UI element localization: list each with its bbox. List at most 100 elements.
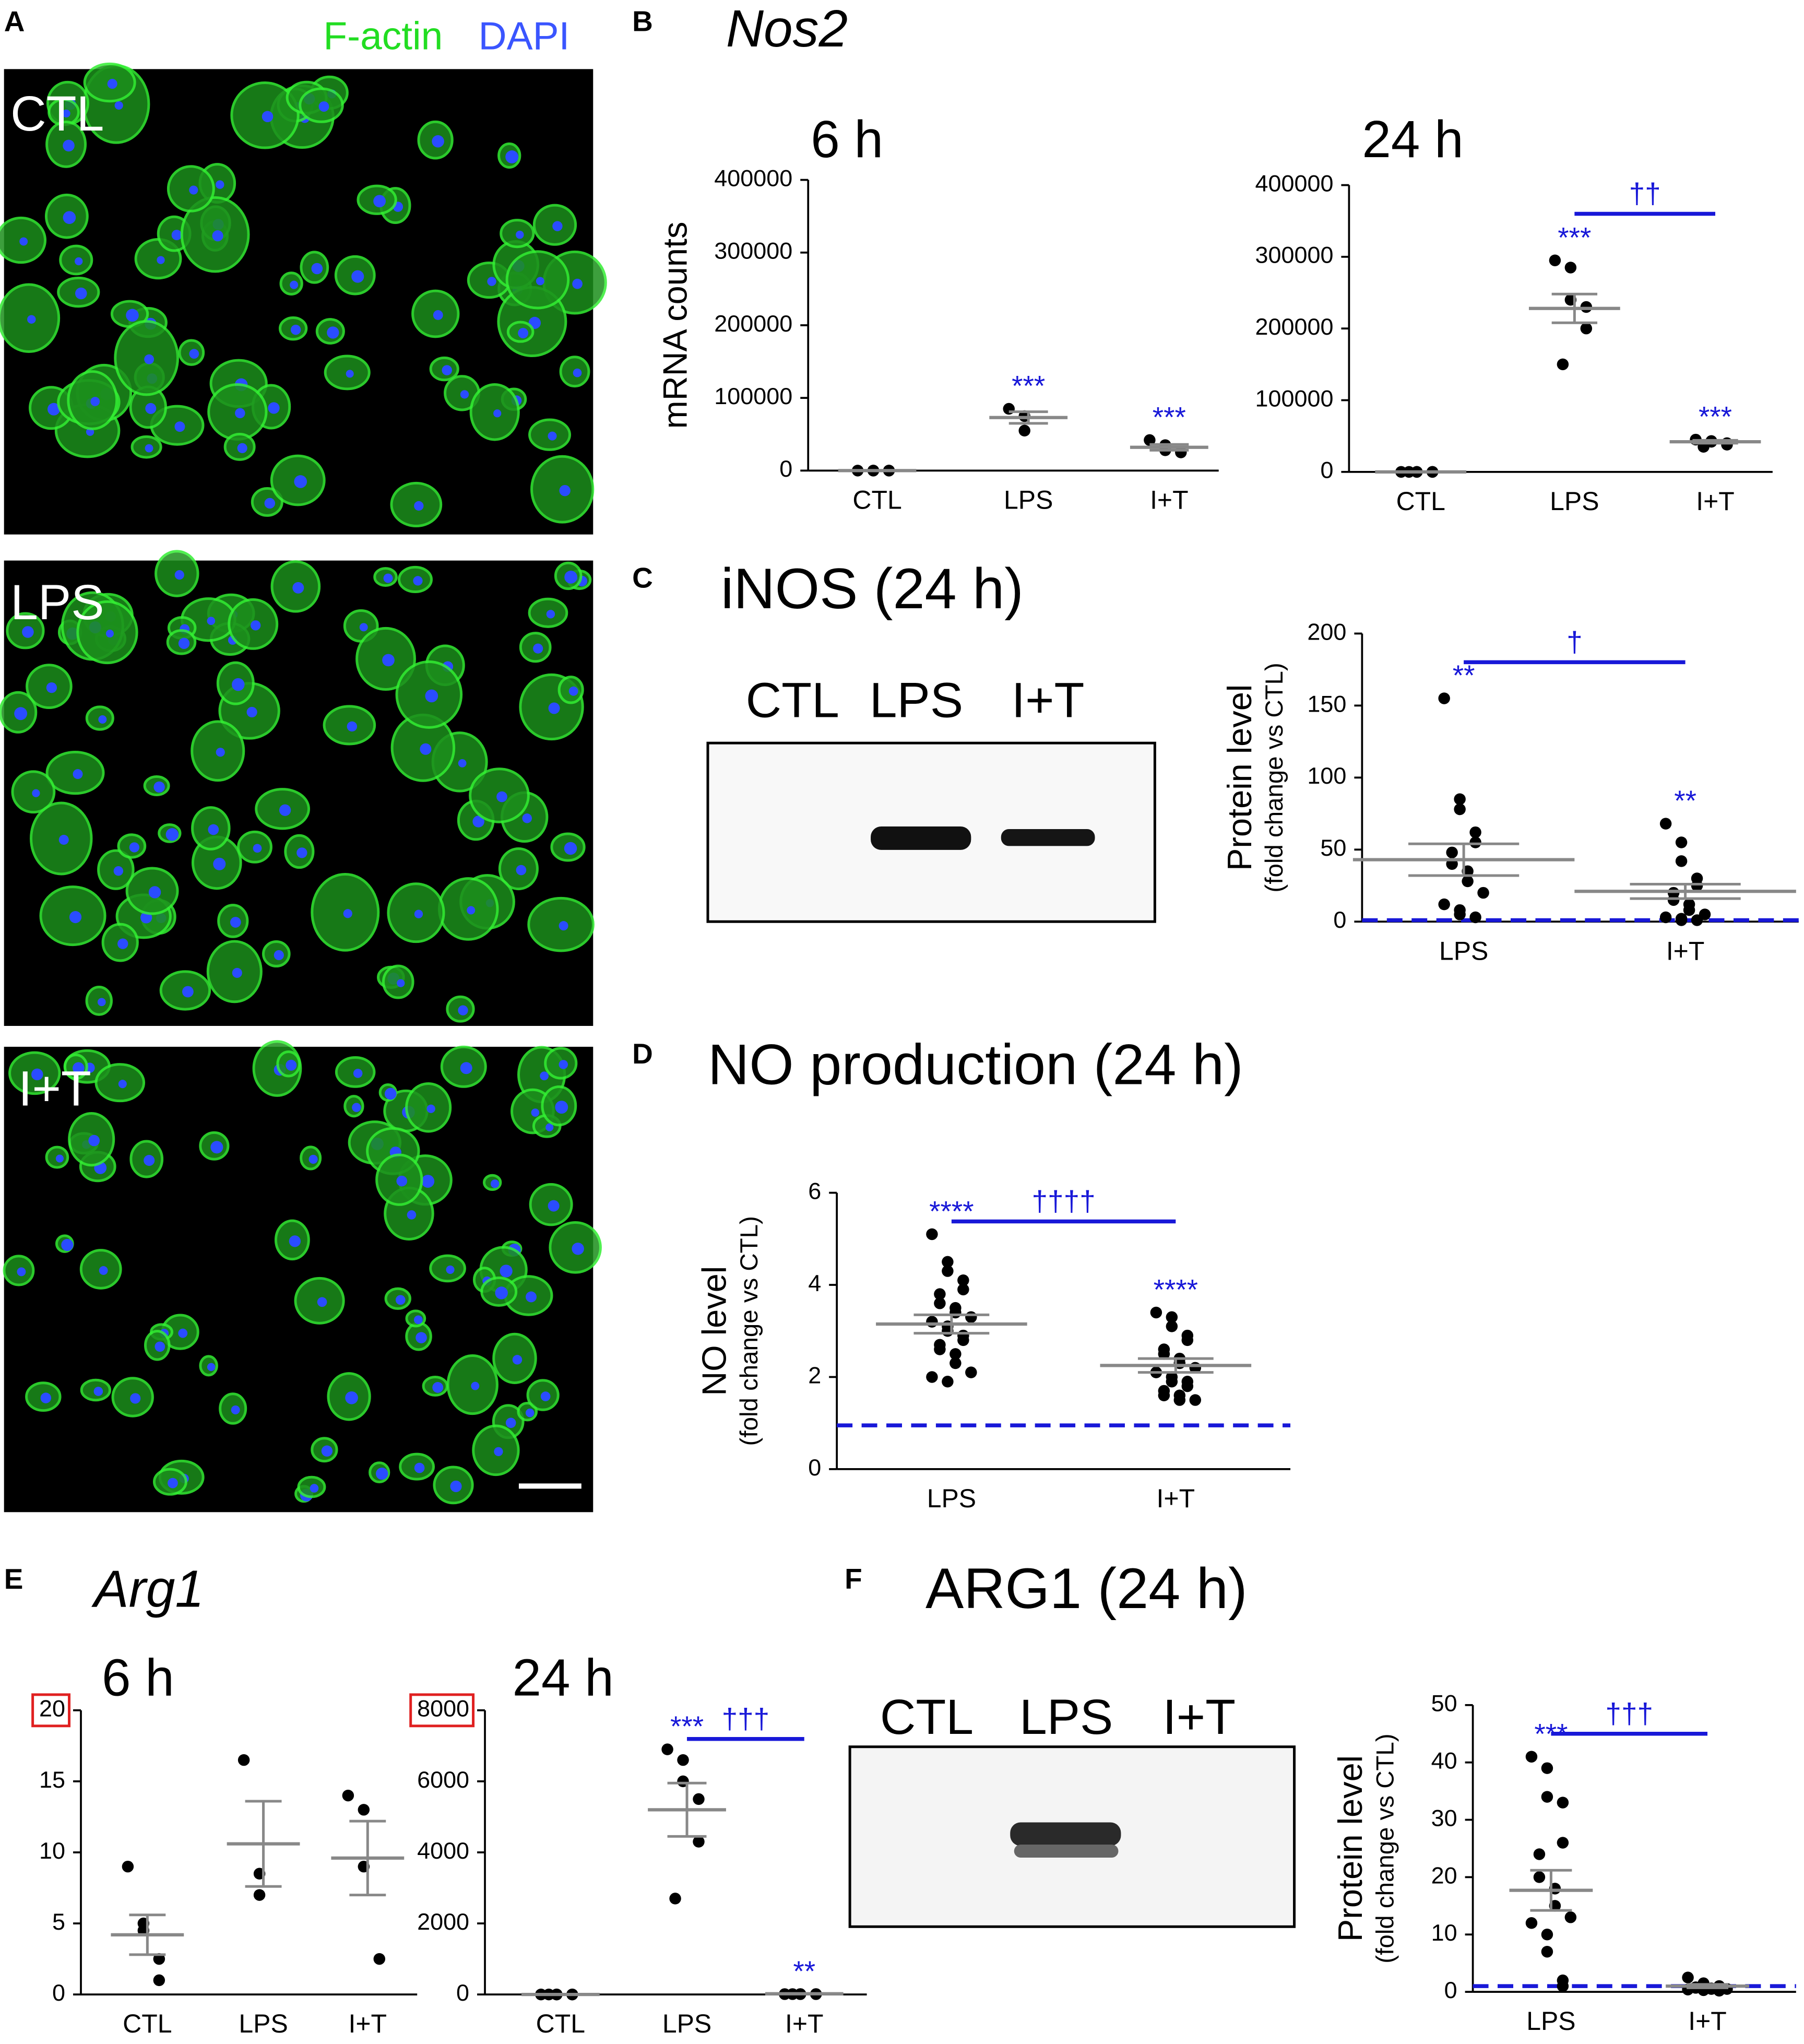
nucleus: [414, 1462, 425, 1473]
lane-label: CTL: [880, 1689, 974, 1745]
nucleus: [458, 759, 467, 767]
y-tick-label: 40: [1431, 1747, 1457, 1774]
nucleus: [546, 610, 555, 619]
data-point: [669, 1893, 681, 1905]
data-point: [1469, 836, 1481, 848]
nucleus: [31, 1068, 43, 1081]
nucleus: [383, 573, 393, 583]
data-point: [1691, 880, 1703, 892]
nucleus: [58, 834, 69, 845]
nucleus: [568, 686, 578, 696]
nucleus: [174, 421, 185, 432]
data-point: [1682, 1971, 1694, 1983]
data-point: [238, 1754, 250, 1766]
image-label: I+T: [18, 1061, 91, 1116]
x-tick-label: LPS: [1004, 485, 1053, 514]
comparison-label: ††††: [1032, 1185, 1096, 1217]
nucleus: [516, 865, 527, 876]
panel-letter: B: [632, 5, 653, 37]
nucleus: [144, 354, 155, 364]
comparison-label: †: [1566, 625, 1583, 658]
image-label: CTL: [10, 86, 104, 141]
nucleus: [500, 1265, 513, 1278]
significance: ***: [1699, 400, 1732, 433]
chart-title: 6 h: [811, 111, 883, 169]
nucleus: [130, 1393, 141, 1404]
data-point: [957, 1283, 969, 1296]
y-tick-label: 5: [52, 1908, 65, 1935]
nucleus: [345, 1391, 358, 1404]
data-point: [957, 1334, 969, 1346]
nucleus: [105, 630, 114, 638]
data-point: [1675, 914, 1688, 926]
data-point: [1469, 826, 1481, 838]
y-tick-label: 10: [1431, 1919, 1457, 1946]
data-point: [965, 1366, 977, 1378]
nucleus: [531, 1108, 540, 1117]
y-tick-label: 6: [808, 1177, 821, 1204]
data-point: [1691, 914, 1703, 926]
nucleus: [425, 689, 438, 703]
nucleus: [505, 1417, 516, 1428]
nucleus: [472, 816, 484, 828]
nucleus: [63, 211, 76, 224]
nucleus: [48, 403, 60, 416]
data-point: [1564, 262, 1577, 274]
data-point: [153, 1974, 165, 1987]
nucleus: [321, 1445, 333, 1457]
nucleus: [533, 643, 543, 654]
nucleus: [69, 911, 82, 924]
x-tick-label: LPS: [1550, 487, 1599, 516]
data-point: [1683, 904, 1695, 916]
nucleus: [216, 748, 225, 757]
lane-label: I+T: [1012, 672, 1085, 728]
data-point: [1454, 908, 1466, 920]
nucleus: [232, 967, 242, 978]
nucleus: [548, 702, 560, 714]
significance: **: [1674, 784, 1696, 817]
comparison-label: ††: [1629, 177, 1661, 209]
data-point: [1189, 1394, 1202, 1406]
y-tick-label: 20: [1431, 1862, 1457, 1888]
nucleus: [168, 1478, 178, 1488]
panel-letter: A: [4, 5, 25, 37]
nucleus: [182, 986, 194, 998]
nucleus: [548, 1200, 560, 1212]
data-point: [957, 1274, 969, 1286]
y-tick-label: 6000: [417, 1766, 469, 1793]
chart-title: 24 h: [512, 1649, 613, 1707]
y-tick-label: 4: [808, 1270, 821, 1296]
y-tick-label: 20: [39, 1695, 65, 1722]
chart-title: 24 h: [1362, 111, 1463, 169]
nucleus: [359, 623, 368, 632]
nucleus: [432, 135, 444, 148]
data-point: [373, 1953, 386, 1965]
nucleus: [157, 256, 165, 264]
nucleus: [189, 185, 198, 195]
nucleus: [373, 195, 386, 208]
nucleus: [189, 349, 199, 359]
data-point: [1181, 1380, 1194, 1392]
data-point: [1525, 1917, 1538, 1929]
nucleus: [62, 109, 70, 117]
x-tick-label: I+T: [1696, 487, 1735, 516]
nucleus: [32, 789, 40, 797]
data-point: [1580, 322, 1593, 335]
lane-label: LPS: [1019, 1689, 1113, 1745]
blot-band: [1014, 1844, 1119, 1858]
nucleus: [397, 979, 405, 987]
y-tick-label: 200000: [714, 310, 792, 337]
nucleus: [289, 1235, 301, 1247]
data-point: [1446, 846, 1458, 859]
nucleus: [253, 844, 262, 853]
nucleus: [40, 1392, 52, 1403]
data-point: [1557, 358, 1569, 371]
nucleus: [526, 1291, 537, 1303]
nucleus: [522, 813, 532, 823]
data-point: [693, 1793, 705, 1805]
data-point: [1533, 1871, 1546, 1883]
nucleus: [446, 1265, 455, 1274]
nucleus: [88, 1135, 100, 1147]
significance: **: [793, 1955, 815, 1987]
